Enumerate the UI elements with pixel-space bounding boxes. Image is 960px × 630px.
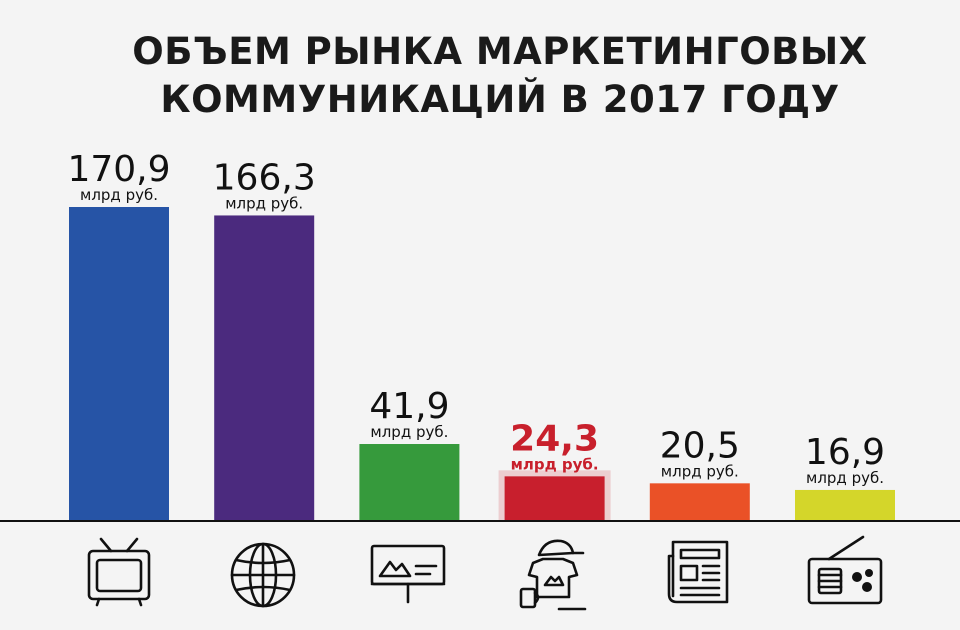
bar-value-label: 24,3 xyxy=(510,418,599,459)
bar-merchandise xyxy=(504,476,605,521)
bar-unit-label: млрд руб. xyxy=(806,469,884,487)
bar-globe xyxy=(214,215,315,521)
chart-title: ОБЪЕМ РЫНКА МАРКЕТИНГОВЫХ КОММУНИКАЦИЙ В… xyxy=(0,28,960,124)
bar-billboard xyxy=(359,444,460,521)
newspaper-icon xyxy=(667,540,729,604)
bar-newspaper xyxy=(649,483,750,521)
bar-value-label: 20,5 xyxy=(660,425,740,466)
chart-title-line-2: КОММУНИКАЦИЙ В 2017 ГОДУ xyxy=(160,78,840,121)
tv-icon xyxy=(87,537,151,607)
merchandise-icon xyxy=(519,539,587,611)
bar-unit-label: млрд руб. xyxy=(511,455,599,473)
globe-icon xyxy=(230,542,296,608)
billboard-icon xyxy=(370,544,446,604)
bar-value-label: 16,9 xyxy=(805,432,885,473)
bar-unit-label: млрд руб. xyxy=(370,423,448,441)
radio-icon xyxy=(807,535,883,605)
chart-title-line-1: ОБЪЕМ РЫНКА МАРКЕТИНГОВЫХ xyxy=(132,30,868,73)
bar-unit-label: млрд руб. xyxy=(80,186,158,204)
bar-value-label: 166,3 xyxy=(213,157,316,198)
bar-value-label: 170,9 xyxy=(67,149,170,190)
bar-unit-label: млрд руб. xyxy=(225,194,303,212)
bar-unit-label: млрд руб. xyxy=(661,462,739,480)
bar-radio xyxy=(795,489,895,521)
bar-value-label: 41,9 xyxy=(369,386,449,427)
bar-tv xyxy=(69,207,169,521)
